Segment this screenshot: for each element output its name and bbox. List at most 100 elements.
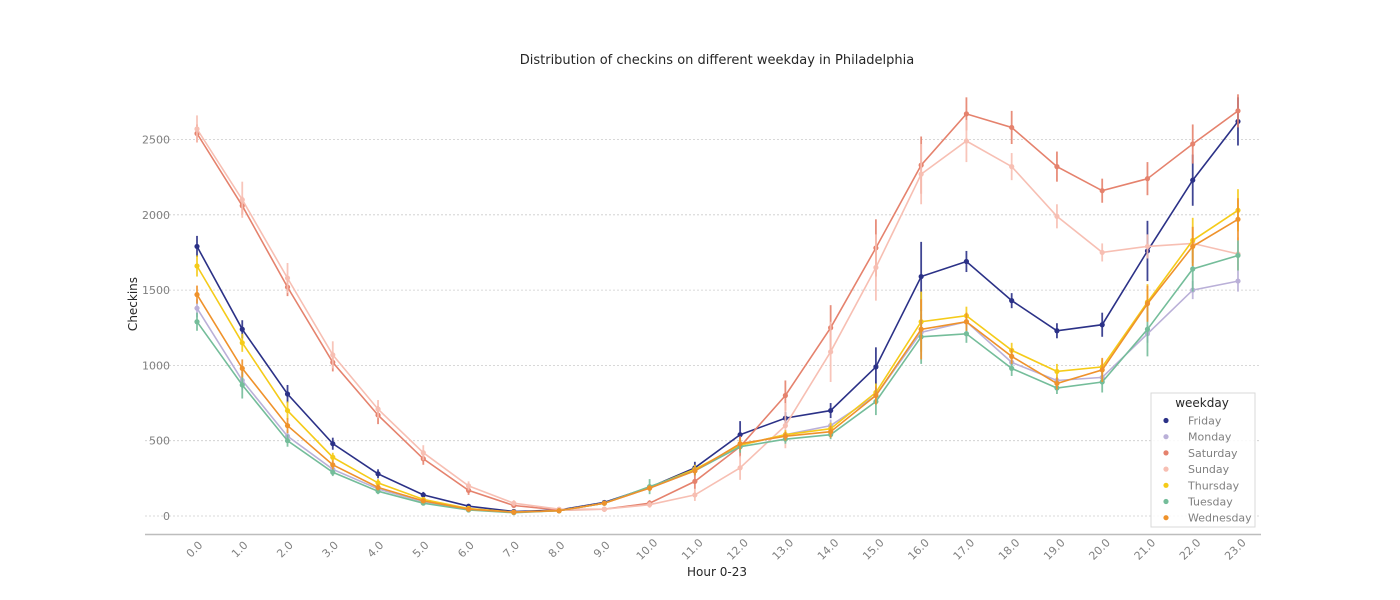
y-tick-label: 0 xyxy=(163,510,170,523)
x-tick-label: 14.0 xyxy=(815,536,842,563)
y-axis-label: Checkins xyxy=(126,277,140,331)
legend-label: Sunday xyxy=(1188,463,1230,476)
data-point xyxy=(647,485,653,491)
data-point xyxy=(330,462,336,468)
data-point xyxy=(963,138,970,144)
y-tick-label: 2500 xyxy=(142,134,170,147)
series-line xyxy=(196,120,1239,513)
data-point xyxy=(828,429,834,435)
x-tick-label: 17.0 xyxy=(951,536,978,563)
legend-label: Thursday xyxy=(1187,479,1240,492)
x-tick-label: 6.0 xyxy=(455,539,477,561)
data-point xyxy=(1235,252,1241,259)
data-point xyxy=(918,171,924,177)
data-point xyxy=(601,506,607,512)
series-saturday xyxy=(194,94,1241,513)
data-point xyxy=(1190,243,1196,250)
data-point xyxy=(1144,326,1151,332)
chart-title: Distribution of checkins on different we… xyxy=(520,53,915,68)
data-point xyxy=(1054,213,1060,219)
data-point xyxy=(420,498,426,504)
data-point xyxy=(194,243,200,250)
data-point xyxy=(375,406,381,412)
y-tick-label: 1500 xyxy=(142,284,170,297)
x-tick-label: 22.0 xyxy=(1177,536,1204,563)
series-line xyxy=(196,209,1239,514)
data-point xyxy=(194,263,200,269)
data-point xyxy=(1190,141,1196,147)
data-point xyxy=(1144,301,1151,307)
data-point xyxy=(330,454,336,460)
y-axis-ticks: 0 500 1000 1500 2000 2500 xyxy=(142,134,170,524)
data-point xyxy=(465,483,472,489)
data-point xyxy=(963,111,970,117)
data-point xyxy=(1235,216,1241,222)
legend-label: Friday xyxy=(1188,415,1222,428)
data-point xyxy=(1009,298,1015,304)
data-point xyxy=(284,391,291,397)
x-axis-ticks: 0.0 1.0 2.0 3.0 4.0 5.0 6.0 7.0 8.0 9.0 10.0 11.0 12… xyxy=(184,536,1249,563)
x-tick-label: 19.0 xyxy=(1041,536,1068,563)
data-point xyxy=(1009,353,1015,359)
data-point xyxy=(239,382,245,388)
data-point xyxy=(692,492,698,498)
data-point xyxy=(239,365,245,372)
x-tick-label: 21.0 xyxy=(1132,536,1159,563)
data-point xyxy=(1099,188,1105,194)
x-tick-label: 2.0 xyxy=(274,539,296,561)
data-point xyxy=(420,492,426,498)
x-tick-label: 5.0 xyxy=(410,539,432,561)
data-point xyxy=(963,331,970,337)
series-monday xyxy=(194,270,1241,515)
data-point xyxy=(284,438,291,444)
data-point xyxy=(1054,368,1060,375)
legend-items: Friday Monday Saturday Sunday Thursday Tuesda… xyxy=(1163,415,1252,525)
data-point xyxy=(194,305,200,311)
x-tick-label: 20.0 xyxy=(1086,536,1113,563)
x-tick-label: 9.0 xyxy=(591,539,613,561)
y-tick-label: 500 xyxy=(149,435,170,448)
x-tick-label: 13.0 xyxy=(770,536,797,563)
data-point xyxy=(1054,164,1060,170)
x-tick-label: 15.0 xyxy=(860,536,887,563)
data-point xyxy=(1190,266,1196,272)
data-point xyxy=(963,319,970,325)
legend-marker xyxy=(1163,450,1169,456)
legend-label: Saturday xyxy=(1188,447,1238,460)
data-point xyxy=(737,432,743,438)
data-point xyxy=(873,364,879,370)
x-tick-label: 18.0 xyxy=(996,536,1023,563)
data-point xyxy=(828,349,834,355)
data-point xyxy=(737,441,743,447)
data-point xyxy=(1054,328,1060,334)
data-point xyxy=(1099,249,1105,256)
data-point xyxy=(782,433,788,439)
x-tick-label: 12.0 xyxy=(724,536,751,563)
x-tick-label: 3.0 xyxy=(320,539,342,561)
data-point xyxy=(239,197,245,203)
data-point xyxy=(1235,278,1241,284)
series-lines xyxy=(194,94,1241,516)
data-point xyxy=(1190,177,1196,183)
legend-marker xyxy=(1163,515,1169,521)
x-axis-label: Hour 0-23 xyxy=(687,565,747,579)
data-point xyxy=(284,275,291,281)
legend-marker xyxy=(1163,498,1169,505)
data-point xyxy=(782,423,788,429)
data-point xyxy=(556,508,562,514)
data-point xyxy=(737,465,743,471)
legend-box xyxy=(1150,392,1256,528)
legend-title: weekday xyxy=(1175,396,1229,410)
data-point xyxy=(918,273,924,280)
data-point xyxy=(1235,108,1241,114)
data-point xyxy=(239,340,245,346)
series-wednesday xyxy=(194,198,1241,515)
series-line xyxy=(196,110,1239,511)
data-point xyxy=(1009,124,1015,131)
legend-label: Tuesday xyxy=(1187,496,1233,509)
data-point xyxy=(284,407,291,414)
legend-marker xyxy=(1163,434,1169,440)
legend: weekday Friday Monday Saturday Sunday Thursd… xyxy=(1150,392,1256,528)
series-line xyxy=(196,218,1239,514)
data-point xyxy=(1099,322,1105,328)
